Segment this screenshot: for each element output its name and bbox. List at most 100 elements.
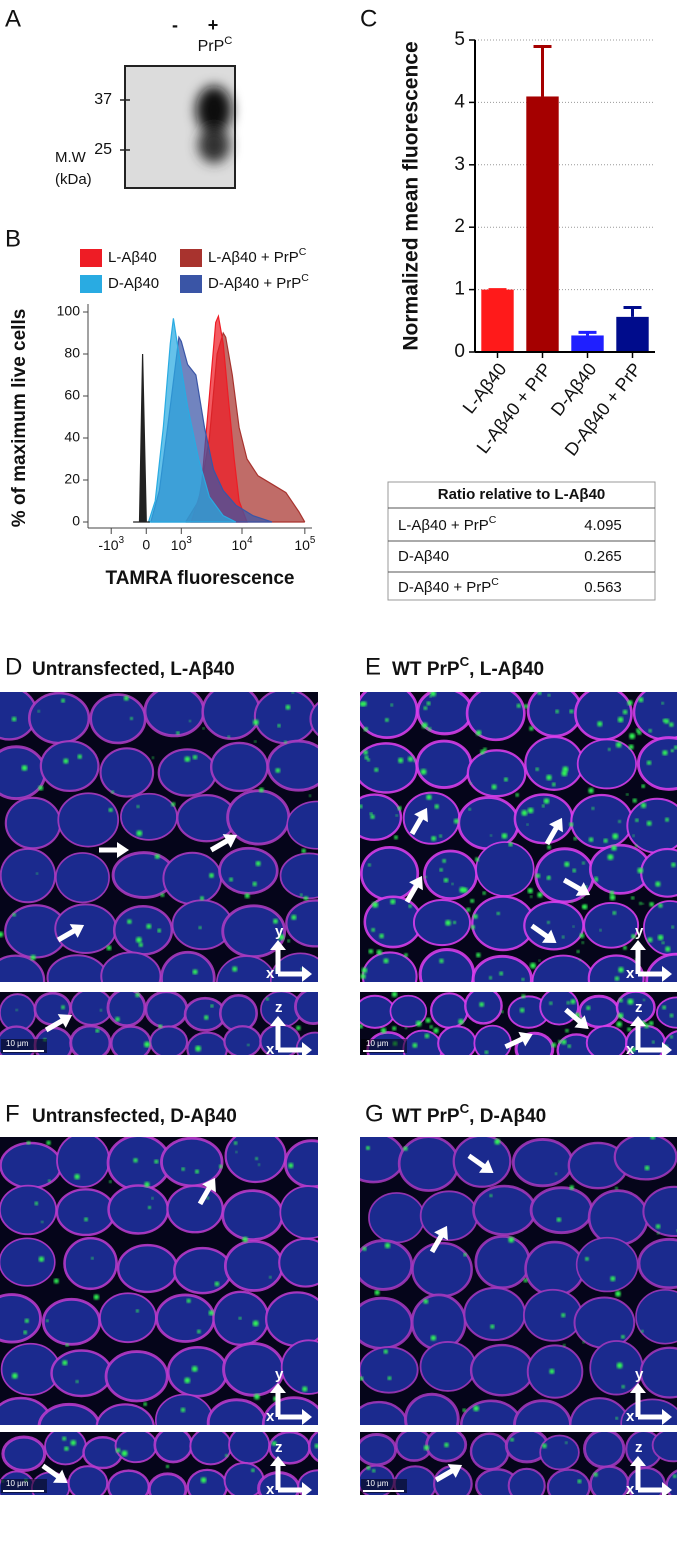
cell [569,1397,630,1425]
puncta [23,1330,28,1335]
cell [109,1506,149,1537]
puncta [453,818,459,824]
puncta [581,896,584,899]
puncta [579,933,585,939]
puncta [618,820,621,823]
y-tick-label: 100 [57,303,81,319]
puncta [285,704,291,710]
cell [201,692,262,741]
puncta [303,896,309,901]
puncta [40,1220,44,1224]
puncta [109,1180,112,1183]
arrow [404,875,423,904]
puncta [588,787,594,794]
cell [63,1236,118,1291]
puncta [622,709,628,715]
cell [539,1434,580,1471]
puncta [542,1443,547,1449]
puncta [380,1027,387,1034]
puncta [413,759,416,763]
puncta [631,934,636,939]
panel-title-part: Untransfected, L-Aβ40 [32,659,235,680]
arrow [99,842,129,858]
puncta [616,1362,623,1369]
puncta [476,952,481,958]
puncta [84,1217,88,1222]
cell [99,1292,157,1344]
cell [402,791,461,845]
axis-glyph-head [270,940,286,950]
puncta [383,1349,388,1354]
arrow [56,924,85,943]
puncta [144,1041,151,1048]
puncta [218,1164,223,1169]
axis-letter: x [626,1408,635,1425]
puncta [549,1001,553,1005]
panel-title-part: C [460,1101,470,1116]
puncta [510,1437,514,1442]
axis-glyph [275,948,304,977]
puncta [445,919,451,926]
puncta [458,1018,464,1025]
puncta [363,726,369,732]
puncta [255,1157,259,1161]
puncta [11,716,17,722]
puncta [500,1010,504,1014]
puncta [569,822,574,827]
puncta [628,1049,632,1053]
cell [192,1070,229,1100]
puncta [508,842,513,847]
puncta [363,750,368,755]
cell [546,1468,591,1495]
puncta [466,907,471,912]
puncta [671,862,676,868]
blot-band [196,86,232,163]
cell [507,1467,546,1495]
puncta [609,894,616,901]
puncta [523,1278,528,1283]
cell [475,841,535,897]
cell [419,1341,477,1392]
error-bar [623,306,642,317]
cell [301,1066,340,1099]
puncta [582,861,585,865]
cell [587,1189,649,1247]
arrow [41,1463,68,1483]
cell [613,1137,677,1181]
puncta [662,750,668,756]
panel-letter: E [365,653,381,680]
puncta [426,794,432,800]
puncta [641,1329,644,1333]
cell [77,1070,113,1101]
panel-title-part: , L-Aβ40 [469,659,544,680]
puncta [631,896,635,900]
axis-glyph [635,948,664,977]
puncta [469,782,472,785]
puncta [136,805,140,808]
puncta [11,1373,18,1379]
puncta [439,868,443,872]
puncta [209,873,214,878]
cell [143,692,206,738]
cell [431,1070,472,1101]
puncta [503,777,508,782]
puncta [549,1368,555,1374]
puncta [451,882,454,886]
cell [116,1243,179,1294]
puncta [642,998,646,1002]
puncta [374,1290,380,1296]
scale-bar-bg [361,1039,407,1053]
puncta [364,755,369,760]
axis-letter: z [635,1439,643,1456]
arrow [197,1177,216,1206]
puncta [0,931,4,938]
puncta [541,804,545,808]
puncta [30,954,36,961]
panel-letter: B [5,225,21,252]
puncta [151,1197,154,1200]
cell [589,1465,630,1495]
table-cell-part: L-Aβ40 + PrP [398,517,489,534]
puncta [618,967,624,973]
axis-glyph-head [302,1482,312,1498]
